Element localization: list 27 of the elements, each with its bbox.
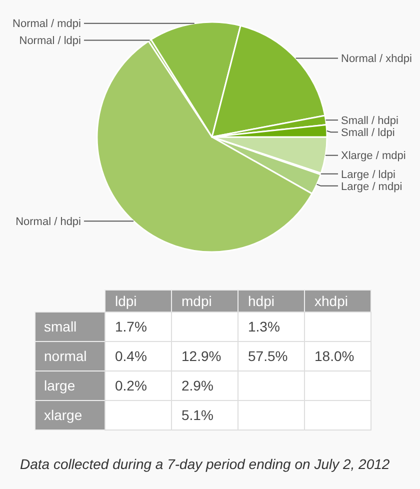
y-tick-label: normal — [44, 348, 87, 364]
data-label: 12.9% — [182, 348, 222, 364]
slice-label: Large / mdpi — [341, 180, 402, 193]
slice-label: Xlarge / mdpi — [341, 150, 406, 162]
x-tick-label: ldpi — [115, 292, 137, 309]
slice-label: Normal / ldpi — [19, 35, 81, 48]
x-tick-label: xhdpi — [314, 292, 348, 309]
x-tick-label: hdpi — [248, 292, 274, 309]
data-label: 1.3% — [248, 318, 280, 335]
y-tick-label: small — [44, 318, 77, 335]
data-label: 0.2% — [115, 378, 147, 394]
x-tick-label: mdpi — [182, 292, 212, 309]
data-label: 57.5% — [248, 348, 288, 364]
slice-label: Normal / hdpi — [16, 216, 81, 228]
slice-label: Small / ldpi — [341, 126, 395, 139]
data-label: 2.9% — [182, 378, 214, 394]
data-label: 0.4% — [115, 348, 147, 364]
text: Data collected during a 7-day period ending on July 2, 2012 — [20, 456, 390, 472]
slice-label: Normal / xhdpi — [341, 53, 412, 66]
slice-label: Normal / mdpi — [12, 18, 81, 30]
y-tick-label: xlarge — [44, 407, 82, 424]
data-label: 5.1% — [182, 407, 214, 424]
data-label: 1.7% — [115, 318, 147, 335]
data-label: 18.0% — [314, 348, 354, 364]
slice-label: Large / ldpi — [341, 168, 396, 181]
y-tick-label: large — [44, 378, 76, 394]
slice-label: Small / hdpi — [341, 114, 398, 127]
